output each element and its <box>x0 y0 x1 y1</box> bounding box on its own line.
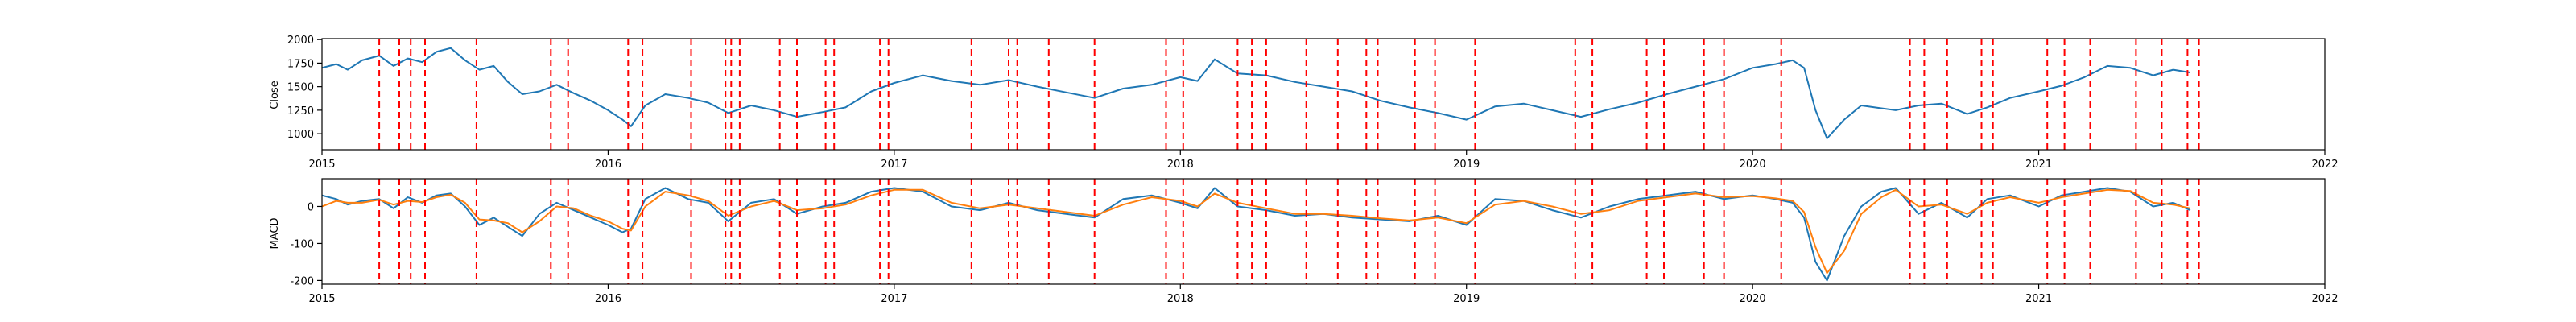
y-tick-label: 1250 <box>287 105 314 118</box>
y-tick-label: 1500 <box>287 82 314 94</box>
x-tick-label: 2020 <box>1740 159 1766 171</box>
y-tick-label: -100 <box>290 238 314 250</box>
x-tick-label: 2021 <box>2025 159 2052 171</box>
close-axis-label: Close <box>269 80 281 109</box>
x-tick-label: 2021 <box>2025 293 2052 305</box>
plot-frame <box>321 38 2326 151</box>
y-tick-label: 1750 <box>287 58 314 70</box>
x-tick-label: 2022 <box>2311 293 2338 305</box>
series-line-1 <box>322 47 2191 139</box>
series-line-2 <box>322 188 2191 275</box>
y-tick-label: -200 <box>290 275 314 287</box>
x-tick-label: 2015 <box>308 159 335 171</box>
y-tick-label: 2000 <box>287 35 314 47</box>
y-tick-label: 1000 <box>287 129 314 141</box>
x-tick-label: 2016 <box>595 293 621 305</box>
macd-panel: MACD 2015 2016 2017 2018 2019 2020 2021 2022 -20… <box>269 178 2339 305</box>
x-tick-label: 2017 <box>881 293 907 305</box>
y-tick-label: 0 <box>308 201 314 213</box>
x-tick-label: 2015 <box>308 293 335 305</box>
x-tick-label: 2018 <box>1167 293 1194 305</box>
x-tick-label: 2018 <box>1167 159 1194 171</box>
x-tick-label: 2016 <box>595 159 621 171</box>
x-tick-label: 2019 <box>1453 293 1480 305</box>
x-tick-label: 2020 <box>1740 293 1766 305</box>
x-tick-label: 2019 <box>1453 159 1480 171</box>
close-price-panel: Close 2015 2016 2017 2018 2019 2020 2021 2022 10… <box>269 35 2339 171</box>
x-tick-label: 2022 <box>2311 159 2338 171</box>
x-tick-label: 2017 <box>881 159 907 171</box>
macd-axis-label: MACD <box>269 218 281 250</box>
plot-frame <box>321 178 2326 285</box>
